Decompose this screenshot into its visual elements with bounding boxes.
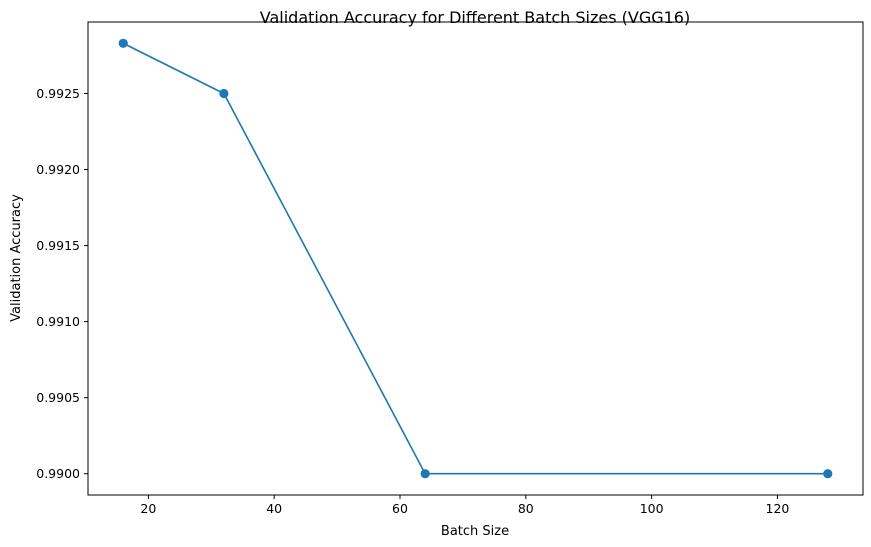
y-tick-label: 0.9920 [36,162,80,177]
chart-title: Validation Accuracy for Different Batch … [260,8,690,27]
series-line [122,42,828,475]
data-point [219,88,229,99]
y-tick-label: 0.9925 [36,86,80,101]
x-tick-label: 40 [266,501,282,516]
x-tick-label: 60 [392,501,408,516]
data-point [823,469,833,479]
x-axis: 20 40 60 80 100 120 [140,495,789,516]
x-axis-label: Batch Size [441,524,509,539]
y-axis-label: Validation Accuracy [9,194,24,322]
y-tick-label: 0.9915 [36,238,80,253]
x-tick-label: 20 [140,501,156,516]
plot-area [118,38,833,479]
data-point [118,38,128,48]
x-tick-label: 120 [766,501,790,516]
y-axis: 0.9900 0.9905 0.9910 0.9915 0.9920 0.9925 [36,86,88,481]
x-tick-label: 100 [640,501,664,516]
plot-frame [87,21,864,496]
y-tick-label: 0.9910 [36,314,80,329]
x-tick-label: 80 [518,501,534,516]
data-point [420,469,430,479]
y-tick-label: 0.9905 [36,390,80,405]
y-tick-label: 0.9900 [36,466,80,481]
